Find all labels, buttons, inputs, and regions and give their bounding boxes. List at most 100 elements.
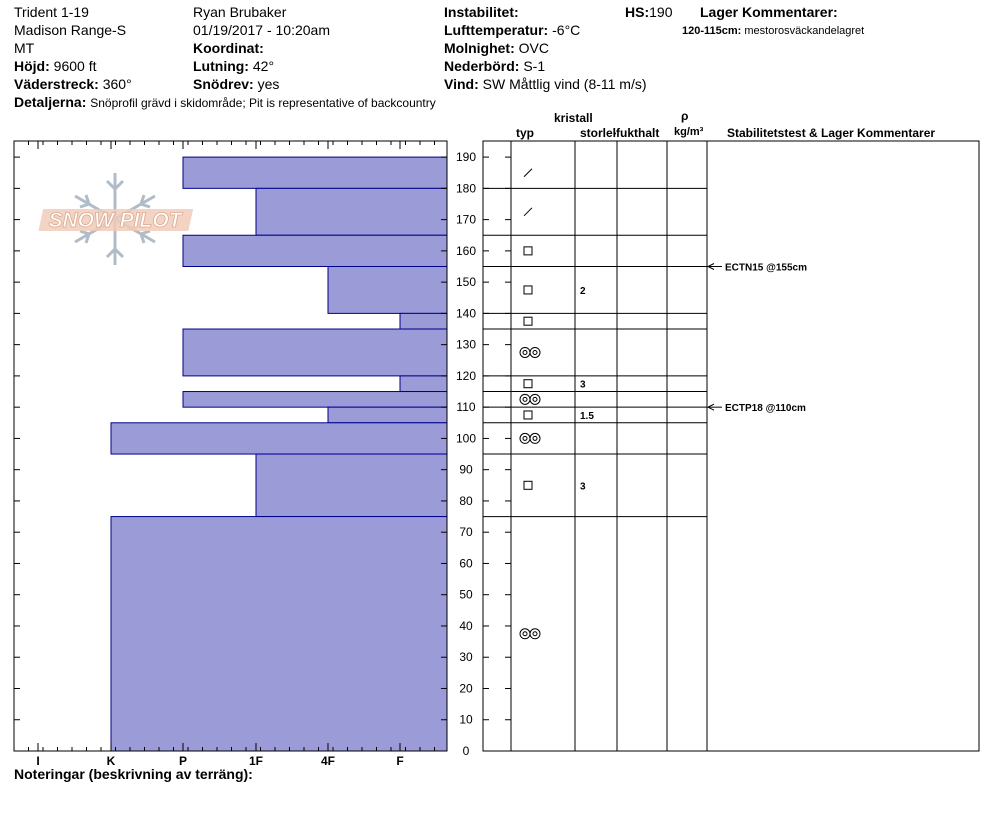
sky-value: OVC xyxy=(518,40,549,56)
wind-label: Vind: xyxy=(444,76,479,92)
layer-comment-row: 120-115cm: mestorosväckandelagret xyxy=(682,23,864,40)
airtemp-row: Lufttemperatur: -6°C xyxy=(444,22,580,39)
faceted-grain-icon xyxy=(523,410,533,420)
elevation-label: Höjd: xyxy=(14,58,50,74)
snow-pilot-logo: SNOW PILOT xyxy=(38,173,194,265)
grain-table-border xyxy=(482,140,980,752)
melt-grain-icon xyxy=(522,435,528,441)
depth-tick-label: 130 xyxy=(456,338,476,352)
melt-grain-icon xyxy=(522,396,528,402)
hardness-tick-label: 4F xyxy=(321,754,335,768)
faceted-grain-icon xyxy=(523,246,533,256)
depth-tick-label: 30 xyxy=(459,650,473,664)
melt-grain-icon xyxy=(529,628,541,640)
hardness-tick-label: I xyxy=(36,754,39,768)
melt-grain-icon xyxy=(529,393,541,405)
sky-row: Molnighet: OVC xyxy=(444,40,549,57)
melt-grain-icon xyxy=(519,628,531,640)
new-snow-icon xyxy=(523,168,533,178)
layer-comment-text: mestorosväckandelagret xyxy=(744,25,865,37)
hardness-bar xyxy=(399,375,448,393)
hardness-layers xyxy=(110,156,448,752)
col-crystal: kristall xyxy=(554,111,593,125)
stability-tests: ECTN15 @155cm ECTP18 @110cm xyxy=(706,263,807,414)
hardness-bar xyxy=(327,266,448,314)
slope-row: Lutning: 42° xyxy=(193,58,274,75)
depth-tick-label: 160 xyxy=(456,244,476,258)
sky-label: Molnighet: xyxy=(444,40,515,56)
test-label: ECTP18 @110cm xyxy=(725,403,806,414)
depth-tick-label: 100 xyxy=(456,431,476,445)
state: MT xyxy=(14,40,35,56)
melt-grain-icon xyxy=(532,631,538,637)
aspect-row: Väderstreck: 360° xyxy=(14,76,132,93)
slope-label: Lutning: xyxy=(193,58,249,74)
coordinate-label: Koordinat: xyxy=(193,40,264,56)
hardness-bar xyxy=(182,328,448,377)
depth-tick-label: 0 xyxy=(463,744,470,758)
elevation-value: 9600 ft xyxy=(53,58,97,74)
observer: Ryan Brubaker xyxy=(193,4,287,20)
hardness-plot-border xyxy=(13,140,448,752)
drift-label: Snödrev: xyxy=(193,76,254,92)
depth-tick-label: 170 xyxy=(456,213,476,227)
precip-label: Nederbörd: xyxy=(444,58,520,74)
hardness-axis: I K P 1F 4F F xyxy=(13,141,435,768)
airtemp-value: -6°C xyxy=(552,22,581,38)
test-label: ECTN15 @155cm xyxy=(725,263,807,274)
depth-tick-label: 80 xyxy=(459,494,473,508)
logo-text: SNOW PILOT xyxy=(49,209,184,232)
col-rho: ρ xyxy=(681,109,689,123)
melt-grain-icon xyxy=(522,631,528,637)
melt-grain-icon xyxy=(522,349,528,355)
hardness-bar xyxy=(399,312,448,330)
precip-row: Nederbörd: S-1 xyxy=(444,58,545,75)
hardness-tick-label: F xyxy=(396,754,403,768)
melt-grain-icon xyxy=(519,346,531,358)
drift-value: yes xyxy=(257,76,280,92)
wind-row: Vind: SW Måttlig vind (8-11 m/s) xyxy=(444,76,647,93)
depth-tick-label: 140 xyxy=(456,306,476,320)
faceted-grain-icon xyxy=(523,480,533,490)
aspect-label: Väderstreck: xyxy=(14,76,99,92)
melt-grain-icon xyxy=(532,396,538,402)
col-type: typ xyxy=(516,126,534,140)
precip-value: S-1 xyxy=(523,58,546,74)
depth-tick-label: 40 xyxy=(459,619,473,633)
depth-tick-label: 180 xyxy=(456,181,476,195)
datetime: 01/19/2017 - 10:20am xyxy=(193,22,330,38)
grain-size-label: 1.5 xyxy=(580,411,594,422)
col-moisture: fukthalt xyxy=(616,126,660,140)
melt-grain-icon xyxy=(529,346,541,358)
depth-tick-label: 60 xyxy=(459,556,473,570)
hardness-bar xyxy=(182,156,448,189)
location: Trident 1-19 xyxy=(14,4,89,20)
depth-tick-label: 90 xyxy=(459,463,473,477)
layer-comments-label: Lager Kommentarer: xyxy=(700,4,838,20)
notes-label: Noteringar (beskrivning av terräng): xyxy=(14,766,253,782)
airtemp-label: Lufttemperatur: xyxy=(444,22,549,38)
grain-size-label: 2 xyxy=(580,286,586,297)
faceted-grain-icon xyxy=(523,285,533,295)
faceted-grain-icon xyxy=(523,316,533,326)
wind-value: SW Måttlig vind (8-11 m/s) xyxy=(482,76,647,92)
melt-grain-icon xyxy=(519,432,531,444)
depth-tick-label: 150 xyxy=(456,275,476,289)
hardness-bar xyxy=(110,516,448,752)
col-size: storlek xyxy=(580,126,616,140)
hs-label: HS: xyxy=(625,4,650,20)
col-density-unit: kg/m³ xyxy=(674,126,704,138)
hardness-tick-label: K xyxy=(107,754,116,768)
new-snow-icon xyxy=(523,207,533,217)
hardness-bar xyxy=(255,453,448,518)
depth-tick-label: 110 xyxy=(456,400,475,414)
hardness-bar xyxy=(327,406,448,424)
col-stability: Stabilitetstest & Lager Kommentarer xyxy=(727,126,936,140)
hs-value: 190 xyxy=(649,4,673,20)
hs-row: HS:190 xyxy=(625,4,672,21)
slope-value: 42° xyxy=(252,58,275,74)
details-value: Snöprofil grävd i skidområde; Pit is rep… xyxy=(90,96,436,110)
chart-frame xyxy=(13,140,980,752)
grain-size-label: 3 xyxy=(580,380,586,391)
